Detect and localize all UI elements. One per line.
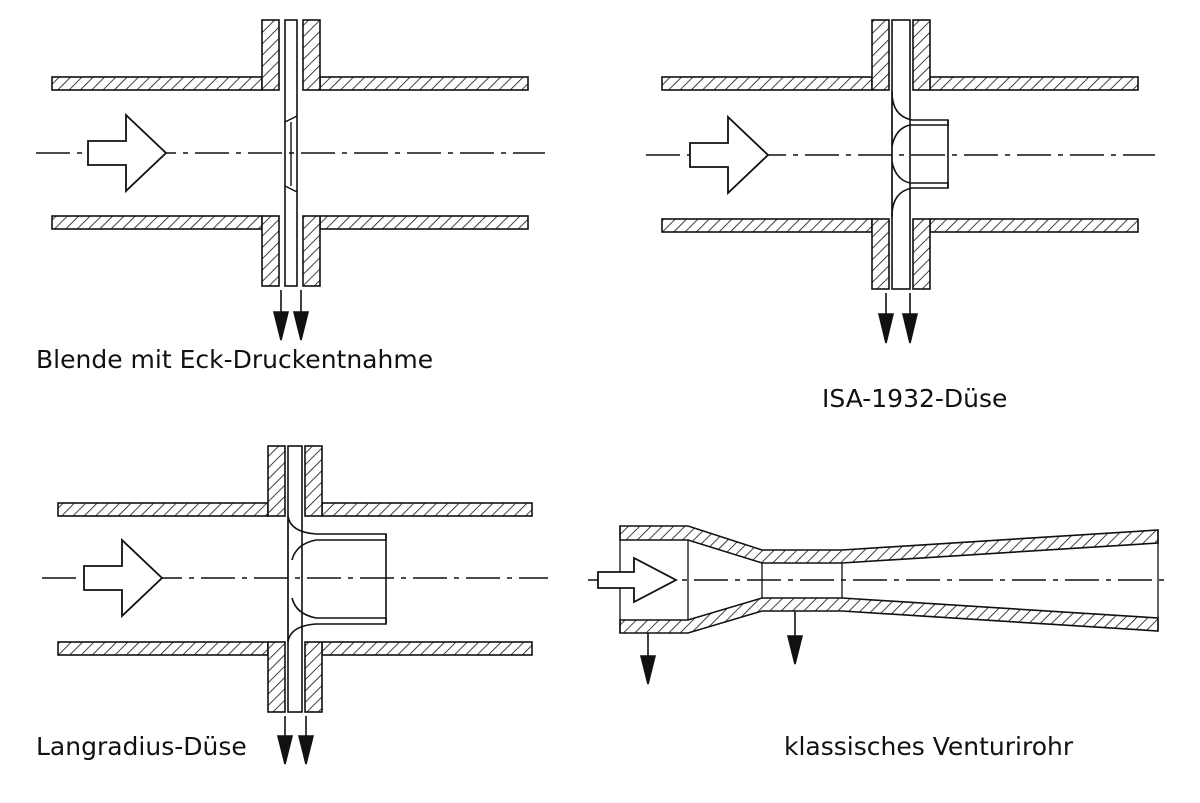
- pressure-tap-arrows: [272, 290, 310, 341]
- venturi-caption: klassisches Venturirohr: [784, 732, 1074, 761]
- venturi-wall-top: [619, 525, 1159, 564]
- nozzle-body: [287, 445, 387, 713]
- orifice-caption: Blende mit Eck-Druckentnahme: [36, 345, 434, 374]
- longradius-nozzle-caption: Langradius-Düse: [36, 732, 247, 761]
- pressure-tap-arrows: [639, 611, 804, 685]
- flange-upstream: [261, 19, 280, 287]
- flange-downstream: [304, 445, 323, 713]
- pipe-wall-bottom: [51, 215, 529, 230]
- pressure-tap-arrows: [877, 293, 919, 344]
- flow-direction-arrow: [87, 112, 168, 194]
- orifice-panel: [36, 19, 545, 341]
- isa-nozzle-panel: [646, 19, 1155, 344]
- flange-downstream: [912, 19, 931, 290]
- flange-upstream: [267, 445, 286, 713]
- flow-direction-arrow: [689, 114, 770, 196]
- pressure-tap-arrows: [276, 716, 315, 765]
- pipe-wall-top: [57, 502, 533, 517]
- flange-upstream: [871, 19, 890, 290]
- flow-direction-arrow: [597, 556, 678, 604]
- pipe-wall-top: [51, 76, 529, 91]
- venturi-panel: [588, 525, 1168, 685]
- pipe-wall-bottom: [661, 218, 1139, 233]
- flow-direction-arrow: [83, 537, 164, 619]
- isa-nozzle-caption: ISA-1932-Düse: [822, 384, 1008, 413]
- flange-downstream: [302, 19, 321, 287]
- longradius-nozzle-panel: [42, 445, 548, 765]
- venturi-wall-bottom: [619, 597, 1159, 634]
